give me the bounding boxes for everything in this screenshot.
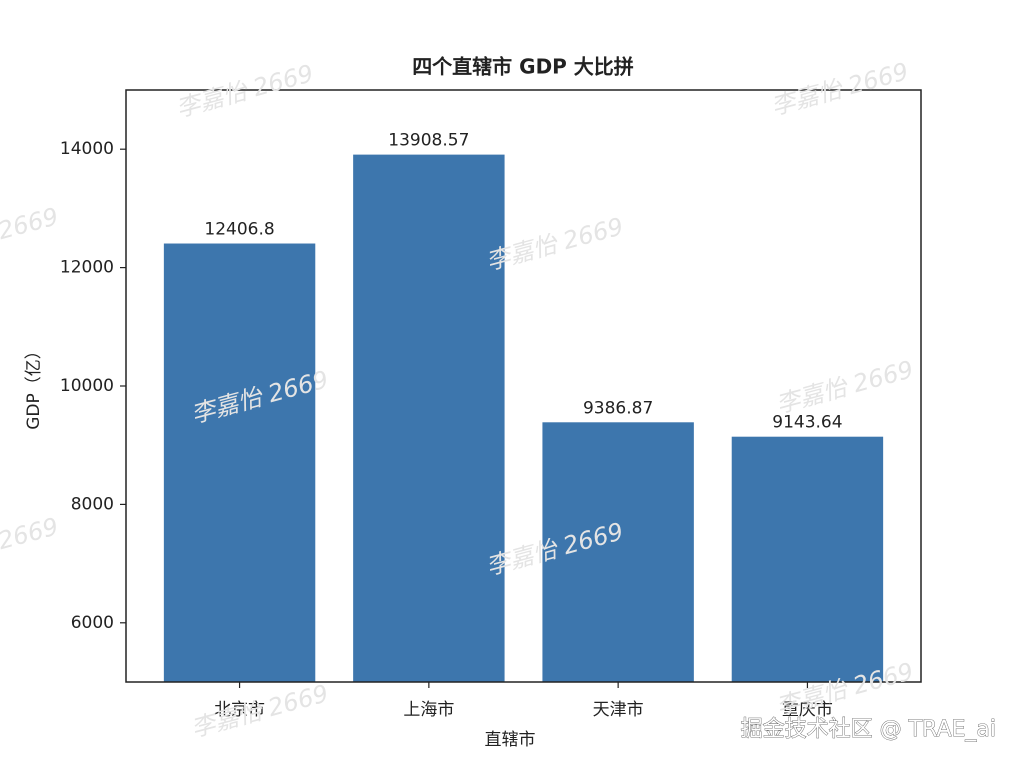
value-label: 12406.8 bbox=[204, 220, 274, 240]
watermark: 李嘉怡 2669 bbox=[768, 57, 911, 120]
bar bbox=[542, 422, 694, 682]
watermark: 李嘉怡 2669 bbox=[0, 512, 61, 575]
y-axis-label: GDP（亿） bbox=[24, 342, 44, 430]
bar bbox=[163, 243, 316, 682]
x-tick-label: 上海市 bbox=[403, 700, 454, 720]
watermark: 李嘉怡 2669 bbox=[173, 59, 316, 122]
y-tick-label: 6000 bbox=[71, 613, 114, 633]
y-tick-label: 10000 bbox=[60, 376, 114, 396]
watermark: 李嘉怡 2669 bbox=[188, 679, 331, 742]
x-tick-label: 天津市 bbox=[593, 700, 644, 720]
y-tick-label: 8000 bbox=[71, 494, 114, 514]
bar bbox=[731, 436, 884, 682]
value-label: 9386.87 bbox=[583, 398, 653, 418]
bar bbox=[353, 154, 505, 682]
value-label: 13908.57 bbox=[388, 131, 469, 151]
y-tick-label: 12000 bbox=[60, 258, 114, 278]
watermark: 李嘉怡 2669 bbox=[483, 212, 626, 275]
chart-title: 四个直辖市 GDP 大比拼 bbox=[412, 55, 634, 79]
footer-watermark: 掘金技术社区 @ TRAE_ai bbox=[741, 717, 996, 742]
value-label: 9143.64 bbox=[772, 413, 842, 433]
x-tick-label: 重庆市 bbox=[782, 700, 833, 720]
x-tick-label: 北京市 bbox=[214, 700, 265, 720]
x-axis-label: 直辖市 bbox=[485, 730, 536, 750]
y-tick-label: 14000 bbox=[60, 139, 114, 159]
watermark: 李嘉怡 2669 bbox=[0, 202, 61, 265]
plot-frame bbox=[125, 89, 922, 683]
watermark: 李嘉怡 2669 bbox=[773, 355, 916, 418]
